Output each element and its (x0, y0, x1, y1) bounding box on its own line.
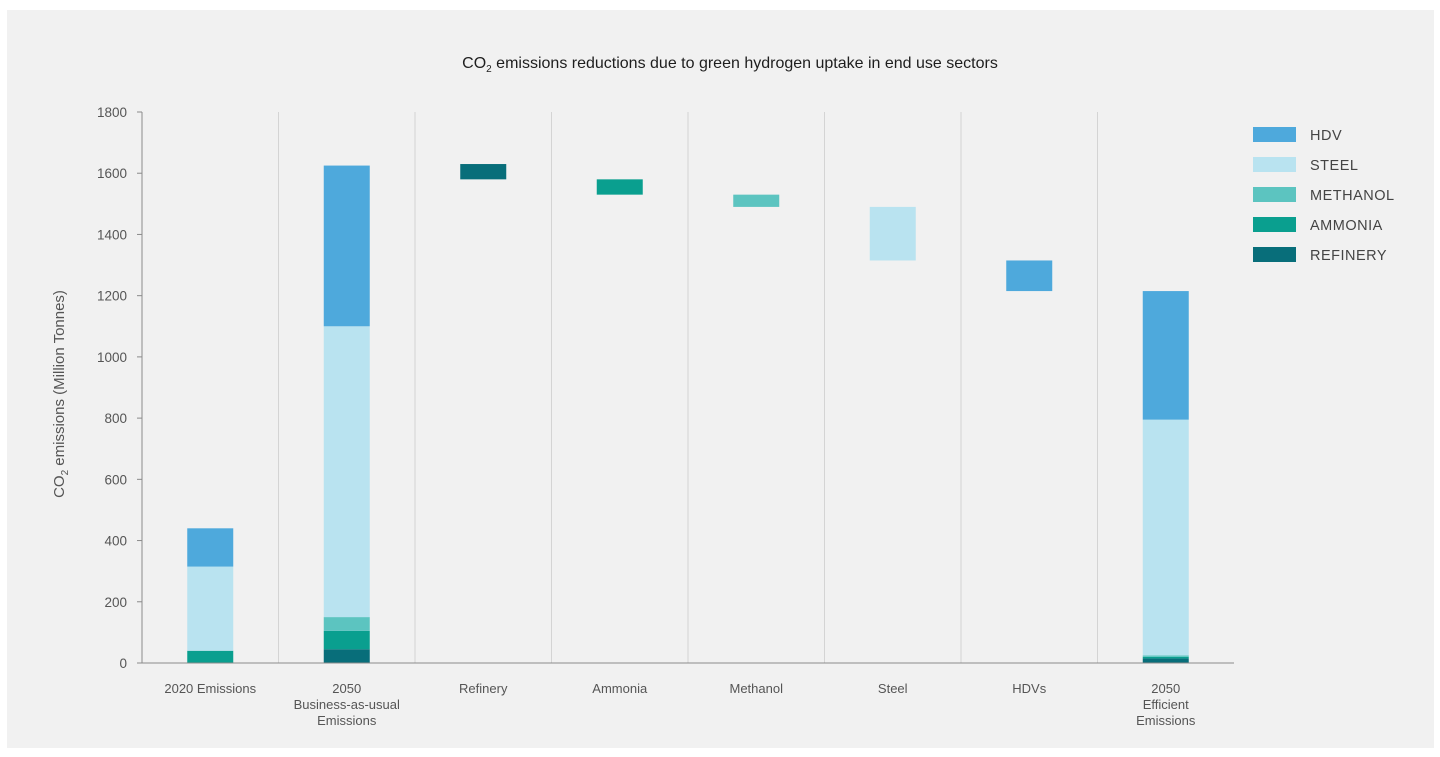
y-ticks: 0 200 400 600 800 1000 1200 1400 1600 1800 (97, 105, 142, 671)
legend-label-methanol: METHANOL (1310, 188, 1395, 204)
x-tick-label-line: Emissions (1136, 713, 1196, 728)
x-tick-label: Ammonia (592, 681, 648, 696)
bar-steel (1142, 419, 1189, 656)
axes (141, 112, 1234, 664)
x-tick-label: HDVs (1012, 681, 1046, 696)
bar-methanol (733, 194, 780, 207)
bar-hdv (323, 165, 370, 327)
x-tick-label-line: Ammonia (592, 681, 648, 696)
legend-swatch-steel (1253, 157, 1296, 172)
x-tick-label-line: Efficient (1143, 697, 1189, 712)
x-ticks: 2020 Emissions 2050 Business-as-usual Emiss… (164, 681, 1196, 728)
y-axis-label: CO2 emissions (Million Tonnes) (51, 290, 71, 498)
bar-refinery (1142, 658, 1189, 663)
legend-swatch-hdv (1253, 127, 1296, 142)
bar-hdv (1142, 291, 1189, 420)
legend-label-refinery: REFINERY (1310, 248, 1387, 264)
category-dividers (278, 112, 1098, 663)
y-tick-label: 1800 (97, 105, 127, 120)
y-tick-label: 200 (104, 595, 127, 610)
legend-swatch-methanol (1253, 187, 1296, 202)
x-tick-label-line: Refinery (459, 681, 508, 696)
bar-ammonia (1142, 656, 1189, 659)
legend-swatch-refinery (1253, 247, 1296, 262)
ylabel-subscript: 2 (60, 469, 71, 475)
bar-steel (323, 326, 370, 618)
bar-ammonia (323, 630, 370, 650)
bar-ammonia (187, 650, 234, 663)
legend: HDV STEEL METHANOL AMMONIA REFINERY (1253, 127, 1395, 264)
x-tick-label-line: 2050 (332, 681, 361, 696)
bars (187, 164, 1189, 663)
title-co: CO (462, 55, 486, 72)
title-subscript: 2 (486, 64, 492, 75)
x-tick-label: 2050 Efficient Emissions (1136, 681, 1196, 728)
x-tick-label-line: Emissions (317, 713, 377, 728)
bar-refinery (460, 164, 507, 180)
ylabel-rest: emissions (Million Tonnes) (51, 290, 68, 470)
x-tick-label-line: 2050 (1151, 681, 1180, 696)
ylabel-co: CO (51, 475, 68, 498)
x-tick-label-line: Methanol (730, 681, 784, 696)
x-tick-label-line: Steel (878, 681, 908, 696)
x-tick-label-line: 2020 Emissions (164, 681, 256, 696)
y-tick-label: 1000 (97, 350, 127, 365)
y-tick-label: 800 (104, 411, 127, 426)
x-tick-label: 2050 Business-as-usual Emissions (294, 681, 400, 728)
chart-title: CO2 emissions reductions due to green hy… (462, 55, 998, 75)
chart-panel (7, 10, 1434, 748)
bar-hdv (187, 528, 234, 567)
x-tick-label-line: Business-as-usual (294, 697, 400, 712)
y-tick-label: 1600 (97, 166, 127, 181)
bar-methanol (1142, 655, 1189, 657)
x-tick-label: 2020 Emissions (164, 681, 256, 696)
bar-steel (187, 566, 234, 651)
bar-ammonia (596, 179, 643, 195)
x-tick-label: Steel (878, 681, 908, 696)
bar-methanol (323, 617, 370, 631)
legend-label-hdv: HDV (1310, 128, 1342, 144)
x-tick-label: Methanol (730, 681, 784, 696)
bar-steel (869, 206, 916, 261)
y-tick-label: 1200 (97, 289, 127, 304)
y-tick-label: 1400 (97, 227, 127, 242)
title-rest: emissions reductions due to green hydrog… (492, 55, 998, 72)
legend-label-steel: STEEL (1310, 158, 1358, 174)
x-tick-label: Refinery (459, 681, 508, 696)
x-tick-label-line: HDVs (1012, 681, 1046, 696)
legend-label-ammonia: AMMONIA (1310, 218, 1383, 234)
bar-hdv (1006, 260, 1053, 292)
y-tick-label: 400 (104, 534, 127, 549)
y-tick-label: 600 (104, 472, 127, 487)
legend-swatch-ammonia (1253, 217, 1296, 232)
bar-refinery (323, 649, 370, 663)
y-tick-label: 0 (119, 656, 127, 671)
